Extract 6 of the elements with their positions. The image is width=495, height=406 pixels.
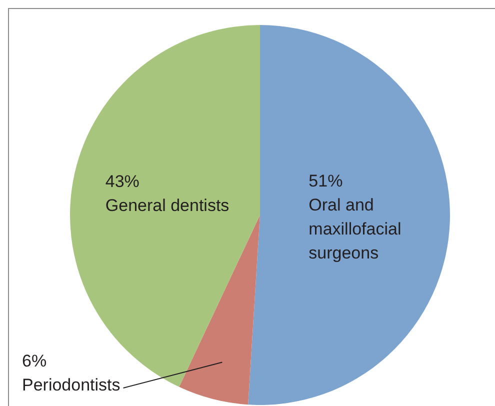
slice-label: Periodontists	[22, 376, 120, 395]
slice-label: General dentists	[105, 196, 230, 215]
slice-label: Oral and maxillofacial surgeons	[308, 196, 402, 263]
data-label: 51%	[308, 172, 343, 191]
data-label: 43%	[105, 172, 140, 191]
data-label: 6%	[22, 352, 47, 371]
